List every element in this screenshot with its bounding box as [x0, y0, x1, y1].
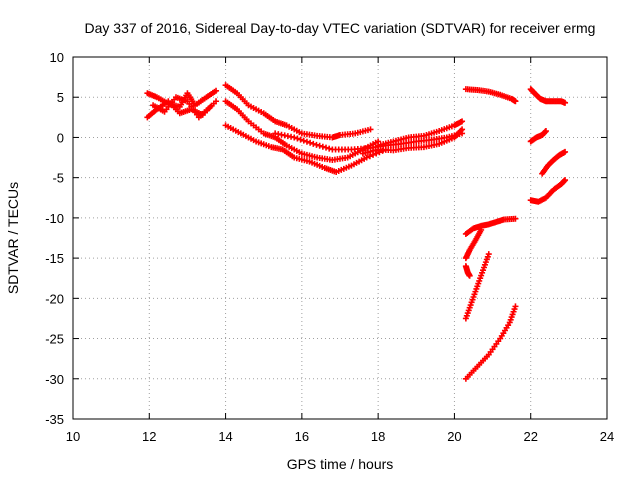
data-point: [213, 87, 220, 94]
data-point: [512, 215, 519, 222]
series-track-n: [462, 251, 492, 322]
y-tick-label: 0: [57, 130, 64, 145]
y-tick-label: -35: [45, 412, 64, 427]
data-point: [363, 154, 370, 161]
data-point: [300, 137, 307, 144]
data-point: [313, 141, 320, 148]
data-point: [319, 143, 326, 150]
y-tick-label: -15: [45, 251, 64, 266]
y-tick-label: -30: [45, 372, 64, 387]
data-point: [512, 98, 519, 105]
plot-frame: [72, 56, 608, 420]
data-point: [307, 139, 314, 146]
data-point: [294, 135, 301, 142]
series-track-q: [527, 128, 549, 145]
x-tick-label: 22: [523, 429, 537, 444]
data-point: [326, 145, 333, 152]
data-points: [144, 82, 569, 382]
data-point: [323, 144, 330, 151]
x-axis: 10 12 14 16 18 20 22 24: [66, 57, 614, 444]
series-track-e: [222, 98, 382, 163]
series-track-m: [462, 263, 473, 279]
x-tick-label: 16: [295, 429, 309, 444]
series-track-k: [462, 215, 519, 237]
series-track-o: [462, 303, 519, 382]
series-track-d: [222, 82, 374, 141]
y-tick-label: -25: [45, 332, 64, 347]
data-point: [562, 177, 569, 184]
y-tick-label: -5: [52, 171, 64, 186]
y-axis-label: SDTVAR / TECUs: [5, 182, 21, 294]
data-point: [310, 140, 317, 147]
data-point: [213, 98, 220, 105]
x-axis-label: GPS time / hours: [287, 456, 394, 472]
data-point: [459, 118, 466, 125]
data-point: [562, 148, 569, 155]
data-point: [303, 138, 310, 145]
data-point: [485, 251, 492, 258]
y-tick-label: 5: [57, 90, 64, 105]
data-point: [459, 126, 466, 133]
x-tick-label: 10: [66, 429, 80, 444]
y-tick-label: 10: [50, 50, 64, 65]
y-axis: -35 -30 -25 -20 -15 -10 -5 0 5 10: [45, 50, 607, 427]
series-track-j: [462, 86, 519, 105]
series-track-l: [462, 226, 485, 262]
x-tick-label: 24: [600, 429, 614, 444]
series-track-i: [359, 126, 466, 157]
data-point: [466, 272, 473, 279]
x-tick-label: 20: [447, 429, 461, 444]
series-track-h: [375, 118, 466, 149]
data-point: [512, 303, 519, 310]
x-tick-label: 12: [142, 429, 156, 444]
data-point: [478, 226, 485, 233]
x-tick-label: 14: [218, 429, 232, 444]
data-point: [291, 134, 298, 141]
data-point: [367, 126, 374, 133]
series-track-p: [527, 86, 569, 106]
series-track-s: [527, 177, 569, 205]
series-track-f: [222, 122, 389, 176]
y-tick-label: -20: [45, 291, 64, 306]
data-point: [207, 103, 214, 110]
data-point: [542, 128, 549, 135]
grid: [73, 57, 607, 419]
chart-title: Day 337 of 2016, Sidereal Day-to-day VTE…: [85, 20, 596, 36]
x-tick-label: 18: [371, 429, 385, 444]
y-tick-label: -10: [45, 211, 64, 226]
data-point: [297, 136, 304, 143]
series-track-c: [150, 94, 214, 121]
series-track-r: [539, 148, 569, 177]
data-point: [316, 142, 323, 149]
data-point: [562, 99, 569, 106]
